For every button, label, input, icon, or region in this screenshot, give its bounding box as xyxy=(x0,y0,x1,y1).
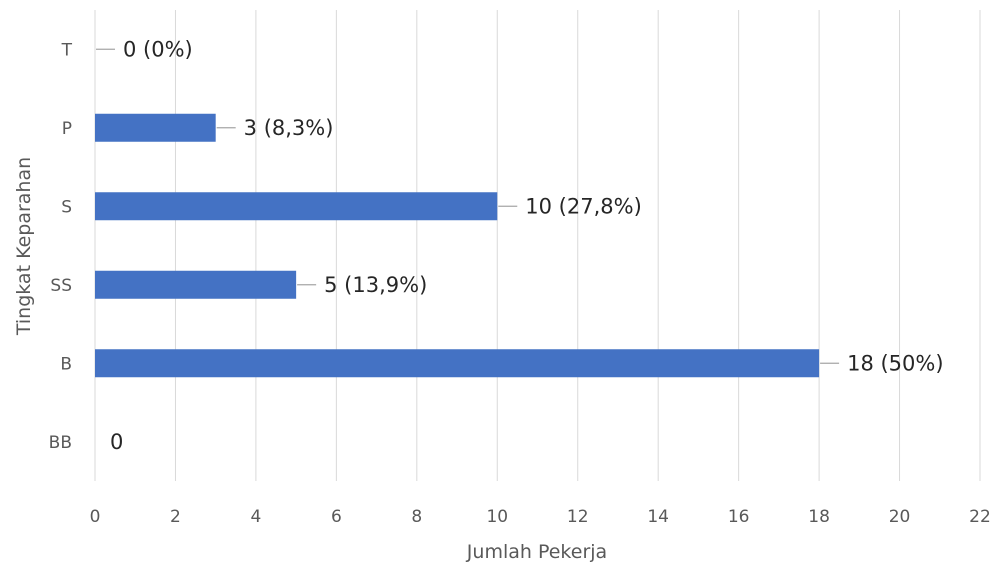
y-tick-label-t: T xyxy=(61,40,73,60)
x-tick-label: 8 xyxy=(411,507,422,527)
x-tick-label: 18 xyxy=(808,507,830,527)
x-tick-label: 12 xyxy=(567,507,589,527)
x-tick-labels: 0 2 4 6 8 10 12 14 16 18 20 22 xyxy=(90,507,991,527)
data-label-p: 3 (8,3%) xyxy=(244,116,334,140)
x-tick-label: 0 xyxy=(90,507,101,527)
y-tick-label-b: B xyxy=(60,354,72,374)
x-tick-label: 20 xyxy=(889,507,911,527)
bar-p xyxy=(95,113,216,142)
y-axis-title: Tingkat Keparahan xyxy=(13,157,35,336)
x-tick-label: 22 xyxy=(969,507,991,527)
bar-b xyxy=(95,349,820,378)
data-label-b: 18 (50%) xyxy=(847,351,943,375)
x-tick-label: 14 xyxy=(647,507,669,527)
x-tick-label: 6 xyxy=(331,507,342,527)
x-axis-title: Jumlah Pekerja xyxy=(466,541,607,563)
bar-s xyxy=(95,192,498,221)
y-tick-label-p: P xyxy=(62,119,72,139)
bar-ss xyxy=(95,270,297,299)
x-tick-label: 2 xyxy=(170,507,181,527)
y-tick-label-ss: SS xyxy=(50,276,72,296)
data-label-t: 0 (0%) xyxy=(123,37,193,61)
y-tick-label-bb: BB xyxy=(49,433,72,453)
data-label-s: 10 (27,8%) xyxy=(525,194,642,218)
y-tick-label-s: S xyxy=(61,197,72,217)
data-label-ss: 5 (13,9%) xyxy=(324,273,427,297)
bars xyxy=(95,113,820,378)
x-tick-label: 16 xyxy=(728,507,750,527)
x-tick-label: 4 xyxy=(250,507,261,527)
data-label-bb: 0 xyxy=(110,430,123,454)
gridlines xyxy=(94,10,981,481)
x-tick-label: 10 xyxy=(486,507,508,527)
data-labels: 0 18 (50%) 5 (13,9%) 10 (27,8%) 3 (8,3%) 0 (0… xyxy=(96,37,944,454)
